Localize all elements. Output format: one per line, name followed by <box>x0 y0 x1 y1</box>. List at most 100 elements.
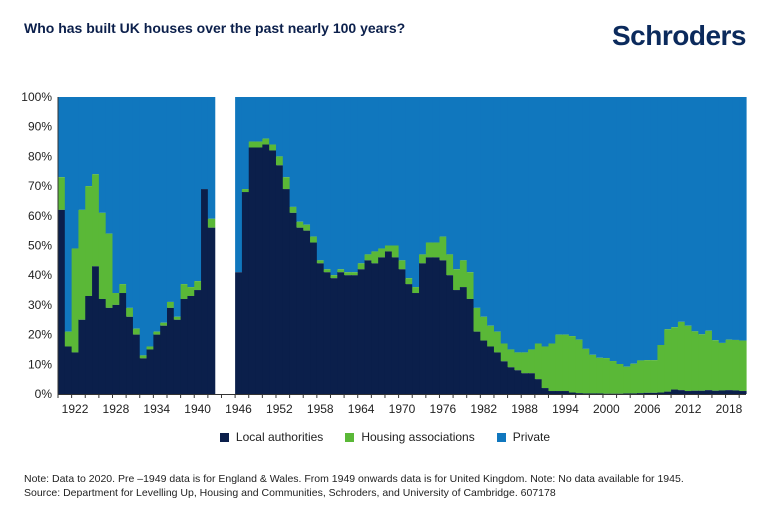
bar-local-1946 <box>235 272 243 394</box>
bar-housing-2008 <box>657 344 665 393</box>
x-tick-label: 1934 <box>143 402 170 416</box>
bar-private-1984 <box>493 97 502 332</box>
bar-housing-2011 <box>677 321 686 391</box>
y-tick-label: 10% <box>28 357 52 371</box>
bar-housing-1952 <box>275 156 284 166</box>
bar-local-1921 <box>64 346 73 394</box>
bar-housing-1927 <box>105 233 114 308</box>
y-axis: 0% 10% 20% 30% 40% 50% 60% 70% 80% 90% 100% <box>21 90 59 401</box>
bar-private-1962 <box>344 97 352 273</box>
bar-private-2013 <box>691 97 699 332</box>
bar-housing-1951 <box>269 144 277 151</box>
bar-housing-1955 <box>296 221 304 228</box>
bar-local-1991 <box>541 388 550 394</box>
bar-local-1997 <box>582 393 590 394</box>
bar-housing-1949 <box>255 141 263 148</box>
bar-local-1936 <box>166 307 175 394</box>
bar-housing-2000 <box>602 358 611 394</box>
bar-local-1942 <box>207 227 216 394</box>
footnotes: Note: Data to 2020. Pre –1949 data is fo… <box>24 472 684 500</box>
x-tick-label: 1958 <box>307 402 334 416</box>
bar-private-2000 <box>602 97 611 359</box>
bar-private-1932 <box>139 97 148 356</box>
bar-housing-1965 <box>364 254 372 261</box>
x-tick-label: 1994 <box>552 402 579 416</box>
bar-private-1961 <box>337 97 345 270</box>
bar-housing-1931 <box>132 328 141 335</box>
bar-local-1951 <box>269 150 277 394</box>
bar-housing-2012 <box>684 325 693 392</box>
bar-local-1931 <box>132 334 141 394</box>
x-tick-label: 2018 <box>716 402 743 416</box>
bar-private-1925 <box>92 97 100 175</box>
bar-private-1930 <box>126 97 134 308</box>
bar-local-1926 <box>98 298 107 394</box>
bar-private-1982 <box>480 97 488 317</box>
bar-private-2010 <box>671 97 679 328</box>
bar-private-1992 <box>548 97 556 344</box>
bar-housing-1958 <box>316 260 325 264</box>
bar-housing-1924 <box>85 186 93 296</box>
bar-local-2004 <box>630 393 638 394</box>
bar-local-1986 <box>507 367 515 394</box>
bar-housing-1999 <box>596 357 604 394</box>
bar-housing-1960 <box>330 275 338 279</box>
bar-private-1997 <box>582 97 590 349</box>
bar-local-1928 <box>112 304 120 394</box>
y-tick-label: 50% <box>28 239 52 253</box>
bar-local-1985 <box>500 361 509 394</box>
bar-local-1976 <box>439 260 447 394</box>
x-tick-label: 2012 <box>675 402 702 416</box>
bar-private-1934 <box>153 97 161 332</box>
bar-housing-1973 <box>419 254 427 264</box>
legend-item-housing-associations: Housing associations <box>345 430 475 444</box>
y-tick-label: 30% <box>28 298 52 312</box>
bar-housing-1953 <box>282 177 291 190</box>
bar-local-1948 <box>248 147 257 394</box>
bar-housing-1983 <box>487 325 495 347</box>
bar-housing-1947 <box>241 189 250 193</box>
bar-housing-1986 <box>507 349 515 368</box>
bar-housing-2010 <box>671 327 679 390</box>
bar-local-1930 <box>126 316 134 394</box>
x-tick-label: 1964 <box>348 402 375 416</box>
bar-private-1981 <box>473 97 481 308</box>
bar-housing-1934 <box>153 331 161 335</box>
bar-private-1980 <box>466 97 475 273</box>
bar-local-1967 <box>378 257 386 394</box>
bar-local-2003 <box>623 393 631 394</box>
bar-local-1989 <box>528 373 536 394</box>
bar-private-2007 <box>650 97 659 361</box>
bar-local-1923 <box>78 319 86 394</box>
bar-private-2002 <box>616 97 624 365</box>
bar-local-1964 <box>357 269 366 394</box>
bar-housing-2017 <box>718 342 727 391</box>
bar-local-1969 <box>391 257 400 394</box>
bar-housing-1962 <box>344 272 352 276</box>
bar-local-1970 <box>398 269 407 394</box>
bar-private-1942 <box>207 97 216 219</box>
bar-local-2011 <box>677 390 686 394</box>
bar-housing-1982 <box>480 316 488 341</box>
legend-label-housing-associations: Housing associations <box>361 430 475 444</box>
bar-private-1955 <box>296 97 304 222</box>
bar-housing-1967 <box>378 248 386 258</box>
bar-local-2020 <box>739 391 747 394</box>
bar-private-1971 <box>405 97 413 279</box>
legend-label-local-authorities: Local authorities <box>235 430 324 444</box>
bar-housing-1942 <box>207 218 216 228</box>
bar-local-1940 <box>194 290 202 394</box>
bar-housing-1936 <box>166 301 175 308</box>
bar-local-1960 <box>330 278 338 394</box>
bar-housing-1977 <box>446 254 454 276</box>
legend-swatch-housing-associations <box>345 432 355 442</box>
bar-private-1956 <box>303 97 311 225</box>
bar-private-1989 <box>528 97 536 350</box>
bar-housing-1970 <box>398 260 407 270</box>
y-tick-label: 0% <box>35 387 53 401</box>
bar-housing-2009 <box>664 329 672 392</box>
bar-private-1936 <box>166 97 175 302</box>
bar-local-1973 <box>419 263 427 394</box>
bar-housing-1997 <box>582 348 590 394</box>
x-tick-label: 2000 <box>593 402 620 416</box>
